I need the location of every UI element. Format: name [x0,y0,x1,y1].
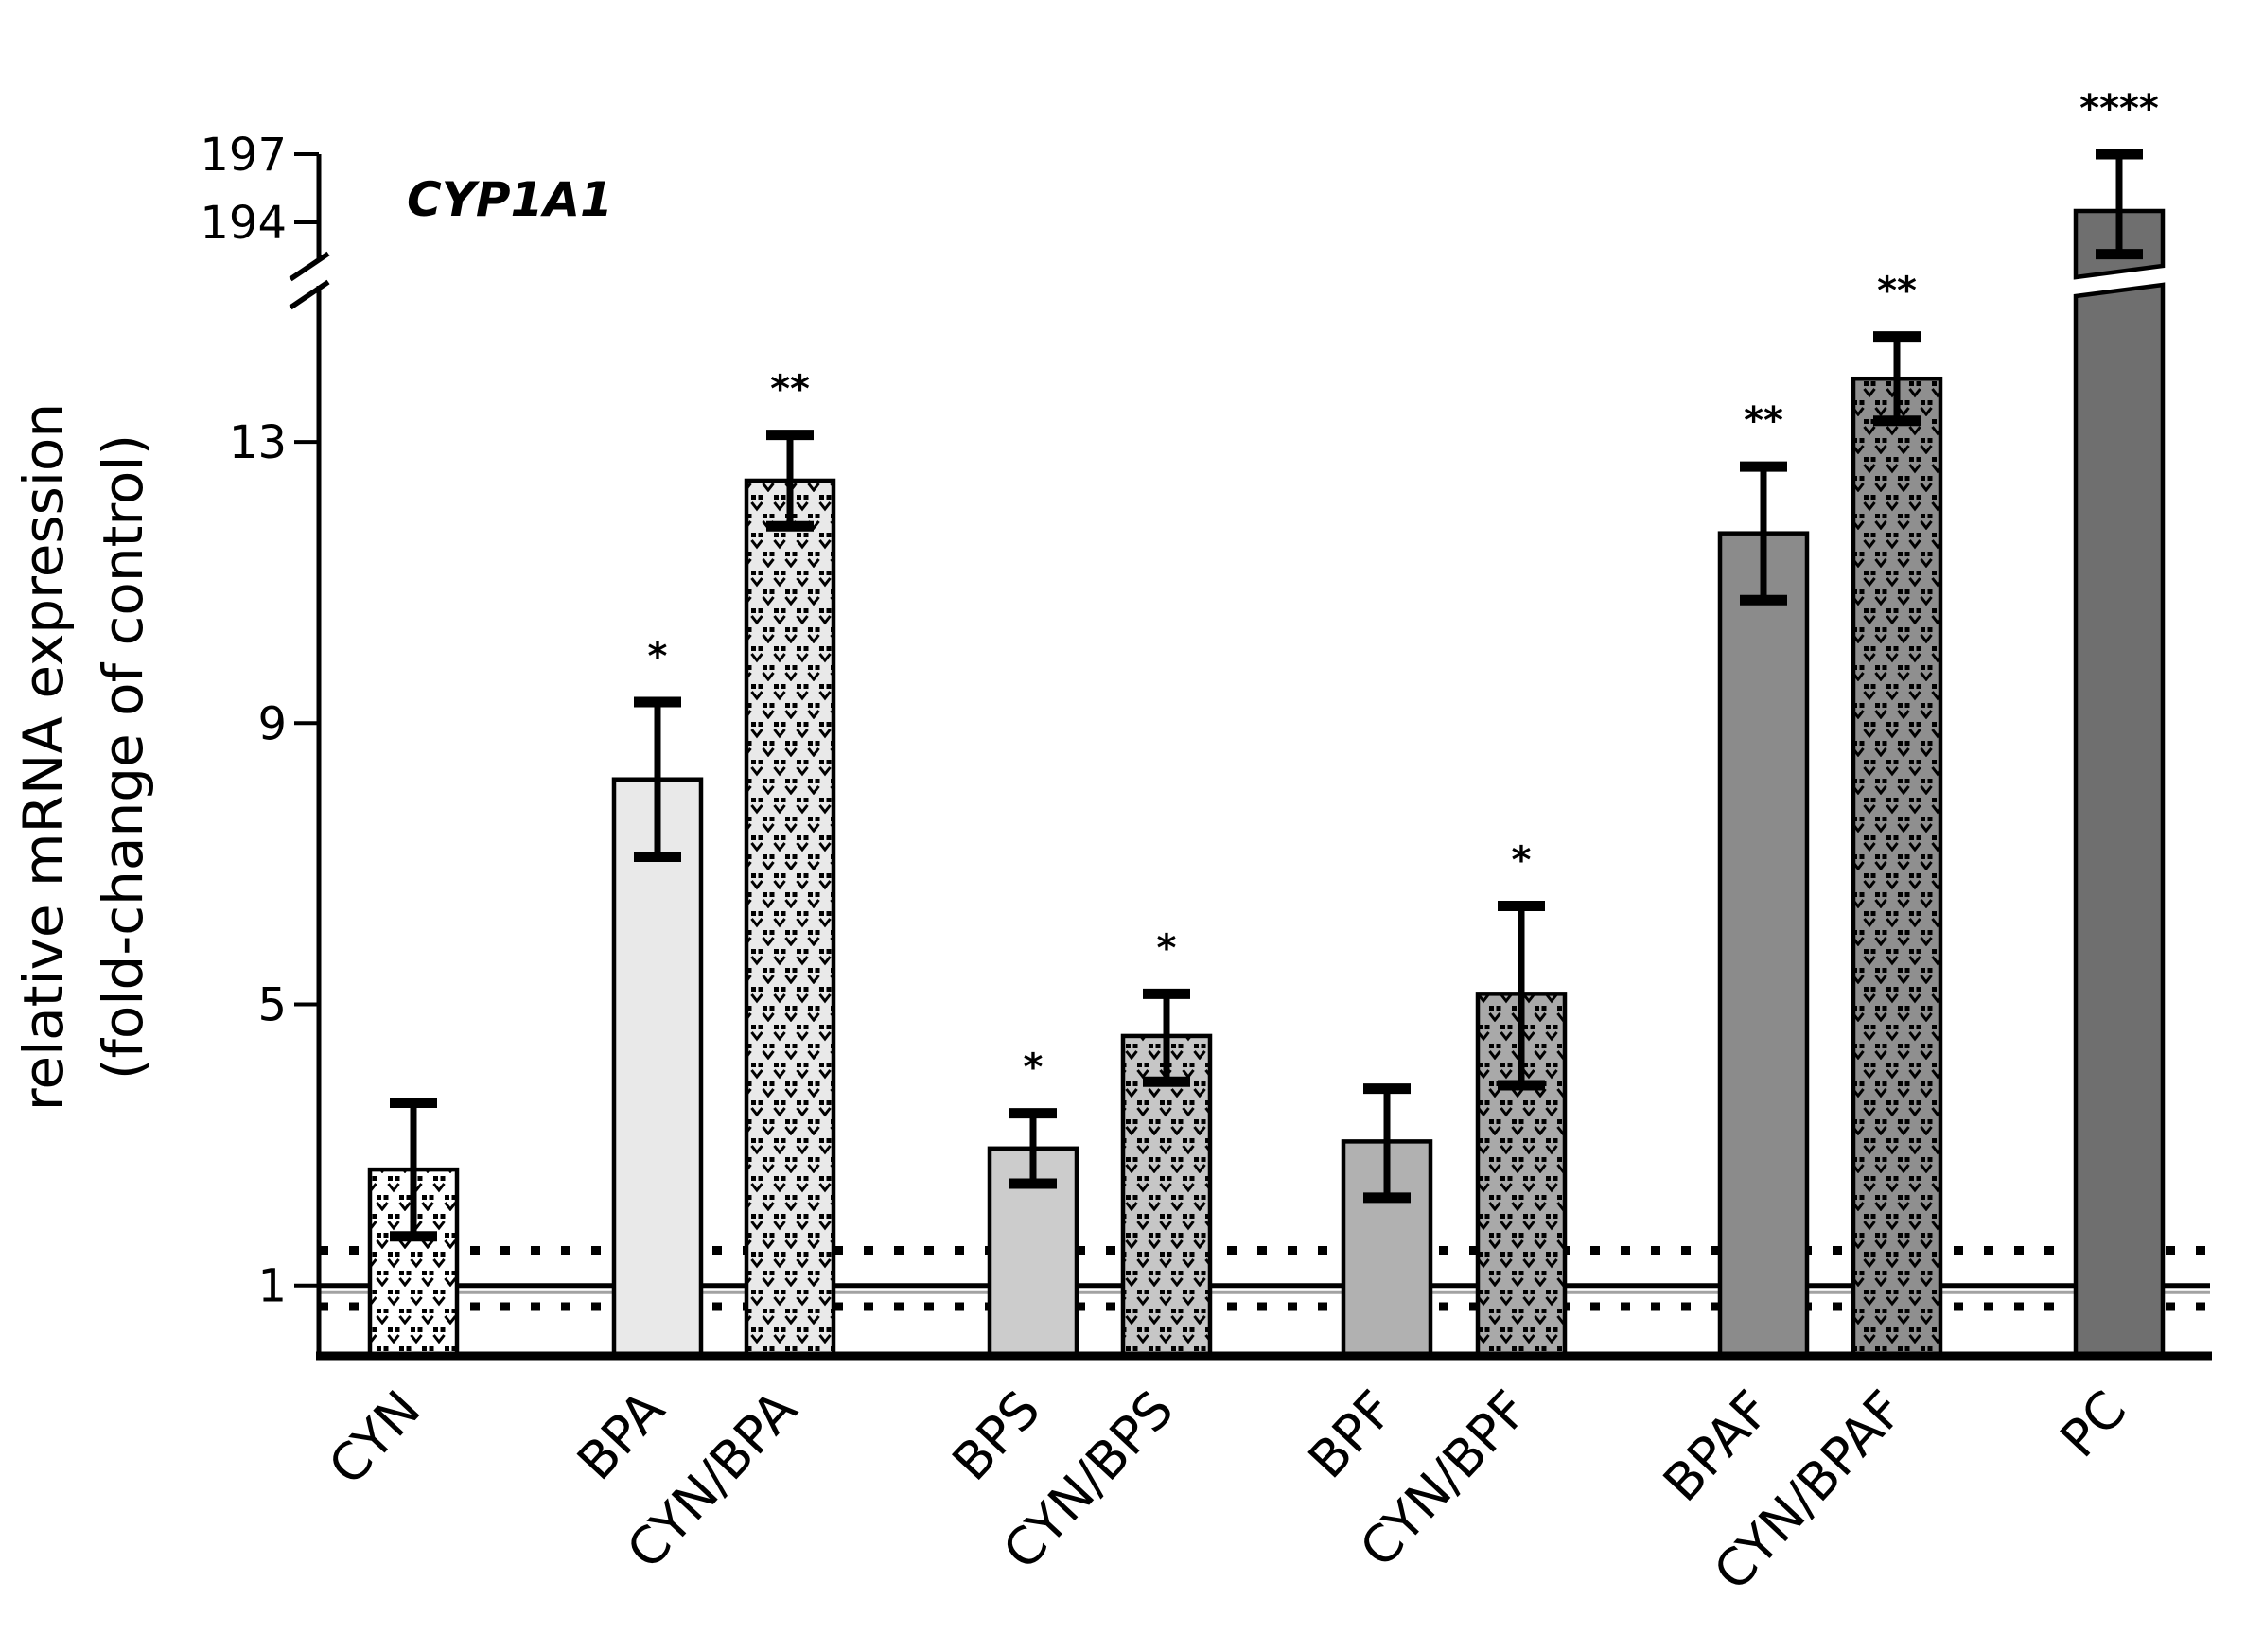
error-bar-bpaf [1740,461,1787,606]
y-tick-label-5: 5 [257,979,287,1032]
y-axis-title-line1: relative mRNA expression [11,403,76,1111]
significance-marker-pc: **** [2079,87,2159,131]
bar-cyn-bpa [744,478,836,1359]
significance-marker-cyn-bpaf: ** [1877,270,1917,313]
bars-layer [367,208,2166,1359]
error-bar-cyn-bpa [766,430,814,532]
y-tick-label-197: 197 [200,129,287,182]
bar-cyn-bpaf [1851,376,1943,1359]
significance-marker-cyn-bpf: * [1512,838,1532,882]
significance-marker-bps: * [1024,1046,1044,1090]
significance-marker-bpaf: ** [1744,399,1783,443]
x-tick-label-bps: BPS [941,1380,1052,1492]
significance-marker-bpa: * [648,635,668,678]
axis-break-slash-1 [289,251,330,282]
error-bar-cyn-bpaf [1873,331,1921,427]
x-tick-label-pc: PC [2049,1380,2138,1468]
axis-break-slash-2 [289,279,330,310]
y-tick-label-9: 9 [257,697,287,750]
chart-title: CYP1A1 [407,172,613,227]
x-tick-label-cyn: CYN [317,1380,431,1497]
y-tick-label-194: 194 [200,197,287,250]
bar-pc-lower-segment [2073,282,2166,1359]
significance-marker-cyn-bps: * [1157,926,1177,970]
x-tick-label-bpf: BPF [1297,1380,1406,1490]
error-bar-cyn [390,1098,437,1242]
error-bar-bpf [1363,1083,1411,1204]
significance-marker-cyn-bpa: ** [770,368,810,412]
bar-bpaf [1717,531,1810,1359]
y-tick-label-13: 13 [229,416,287,469]
error-bar-cyn-bpf [1498,900,1545,1091]
error-bar-bpa [634,696,681,862]
bar-bpa [611,777,704,1359]
axes-layer [289,152,2212,1361]
x-tick-label-bpa: BPA [566,1380,676,1491]
y-tick-label-1: 1 [257,1260,287,1313]
x-tick-label-bpaf: BPAF [1652,1380,1782,1513]
error-bar-cyn-bps [1143,988,1190,1087]
error-bars-layer [390,149,2143,1242]
y-axis-title-line2: (fold-change of control) [91,434,155,1080]
significance-layer: ************** [648,87,2159,1090]
error-bar-pc [2096,149,2143,260]
error-bar-bps [1009,1108,1057,1189]
